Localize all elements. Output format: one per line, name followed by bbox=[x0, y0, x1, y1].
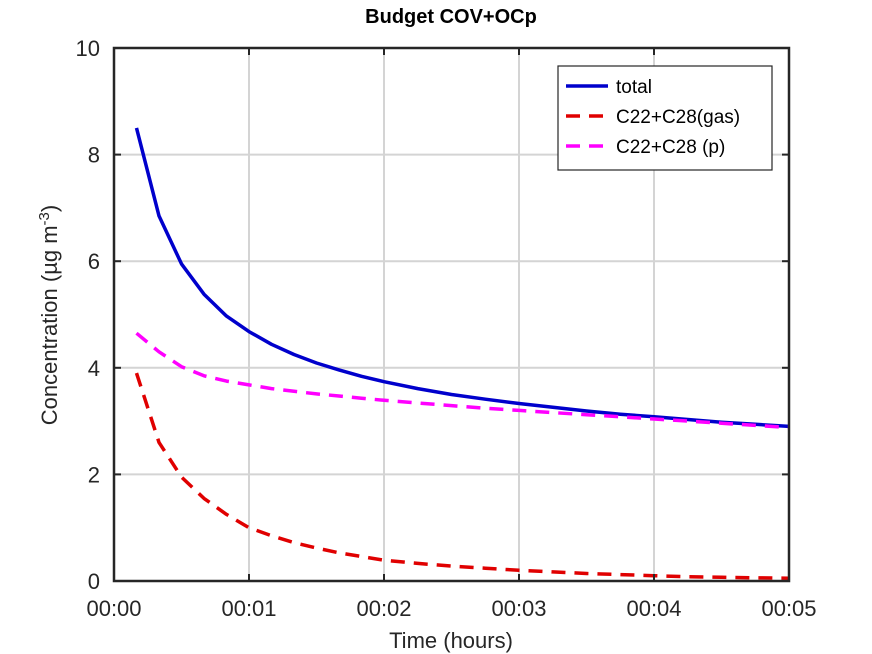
x-axis-label: Time (hours) bbox=[389, 628, 513, 653]
y-tick-label: 4 bbox=[88, 356, 100, 381]
y-axis-label-superscript: -3 bbox=[36, 212, 53, 225]
x-tick-label: 00:02 bbox=[356, 596, 411, 621]
series-group bbox=[134, 127, 790, 581]
series-line-total bbox=[134, 127, 790, 429]
y-tick-label: 8 bbox=[88, 143, 100, 168]
plot-frame bbox=[112, 46, 791, 583]
legend-label: total bbox=[616, 77, 652, 98]
y-axis-label-suffix: ) bbox=[37, 205, 62, 212]
y-tick-labels: 0 2 4 6 8 10 bbox=[76, 36, 100, 594]
legend-box bbox=[557, 65, 773, 171]
y-tick-label: 10 bbox=[76, 36, 100, 61]
x-tick-label: 00:01 bbox=[221, 596, 276, 621]
y-tick-label: 0 bbox=[88, 569, 100, 594]
x-tick-label: 00:05 bbox=[761, 596, 816, 621]
legend: total C22+C28(gas) C22+C28 (p) bbox=[557, 65, 773, 171]
x-tick-label: 00:00 bbox=[86, 596, 141, 621]
y-axis-label: Concentration (µg m-3) bbox=[36, 205, 62, 425]
legend-label: C22+C28(gas) bbox=[616, 107, 740, 128]
y-tick-label: 2 bbox=[88, 462, 100, 487]
ticks bbox=[113, 47, 790, 582]
series-line-c22-c28-p bbox=[135, 331, 790, 430]
x-tick-label: 00:03 bbox=[491, 596, 546, 621]
chart-title: Budget COV+OCp bbox=[365, 6, 537, 28]
x-tick-labels: 00:00 00:01 00:02 00:03 00:04 00:05 bbox=[86, 596, 816, 621]
series-line-c22-c28-gas bbox=[134, 372, 790, 581]
y-tick-label: 6 bbox=[88, 249, 100, 274]
x-tick-label: 00:04 bbox=[626, 596, 681, 621]
y-axis-label-text: Concentration (µg m bbox=[37, 225, 62, 425]
legend-label: C22+C28 (p) bbox=[616, 137, 725, 158]
